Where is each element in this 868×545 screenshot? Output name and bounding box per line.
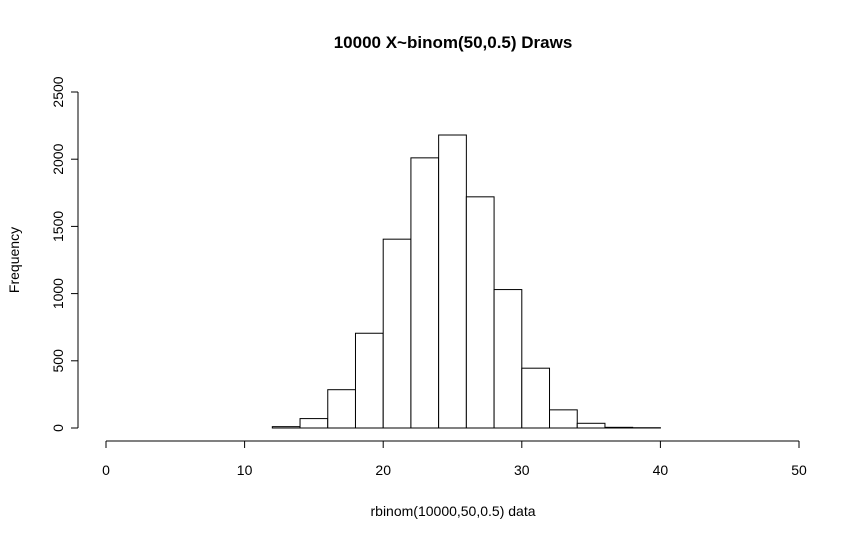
- y-tick-label: 500: [50, 349, 66, 373]
- x-tick-label: 40: [653, 462, 669, 478]
- histogram-bar: [328, 390, 356, 428]
- x-tick-label: 10: [237, 462, 253, 478]
- histogram-bar: [355, 333, 383, 428]
- y-tick-label: 1000: [50, 278, 66, 309]
- histogram-bar: [550, 410, 578, 428]
- x-tick-label: 20: [375, 462, 391, 478]
- histogram-bar: [605, 427, 633, 428]
- histogram-bar: [383, 239, 411, 428]
- chart-title: 10000 X~binom(50,0.5) Draws: [334, 33, 573, 52]
- x-tick-label: 0: [102, 462, 110, 478]
- histogram-bar: [466, 197, 494, 428]
- y-tick-label: 2500: [50, 76, 66, 107]
- x-axis: 0 10 20 30 40 50: [102, 441, 807, 478]
- y-tick-label: 1500: [50, 211, 66, 242]
- y-tick-label: 0: [50, 424, 66, 432]
- histogram-bar: [411, 158, 439, 428]
- histogram-bars: [272, 135, 660, 428]
- histogram-bar: [522, 368, 550, 428]
- y-axis: 0 500 1000 1500 2000 2500: [50, 76, 78, 432]
- histogram-bar: [300, 419, 328, 428]
- histogram-bar: [272, 427, 300, 428]
- x-axis-label: rbinom(10000,50,0.5) data: [371, 503, 536, 519]
- y-axis-label: Frequency: [6, 227, 22, 293]
- x-tick-label: 50: [791, 462, 807, 478]
- histogram-bar: [494, 290, 522, 428]
- histogram-bar: [577, 423, 605, 428]
- histogram-bar: [439, 135, 467, 428]
- x-tick-label: 30: [514, 462, 530, 478]
- y-tick-label: 2000: [50, 143, 66, 174]
